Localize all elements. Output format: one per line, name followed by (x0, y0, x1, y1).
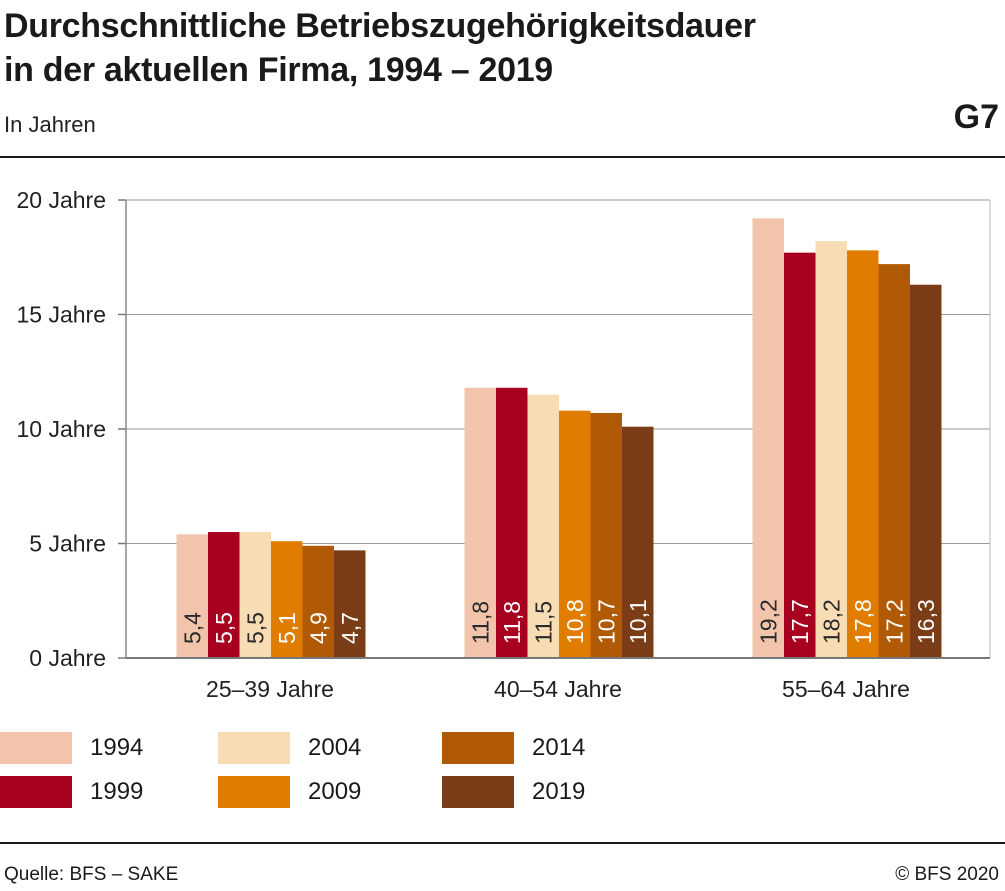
data-label-2019-cat-0: 4,7 (337, 612, 363, 644)
data-label-2009-cat-2: 17,8 (850, 599, 876, 644)
x-category-label-2: 55–64 Jahre (782, 676, 910, 702)
data-label-2014-cat-1: 10,7 (593, 599, 619, 644)
bar-1999-cat-1 (496, 387, 528, 658)
data-label-2004-cat-1: 11,5 (530, 601, 556, 644)
y-tick-label-1: 5 Jahre (29, 531, 106, 557)
bar-chart: 0 Jahre 5 Jahre 10 Jahre 15 Jahre 20 Jahre 5,… (16, 187, 991, 702)
y-tick-label-2: 10 Jahre (16, 416, 106, 442)
legend: 1994 1999 2004 2009 2014 2019 (0, 730, 1005, 810)
data-label-2004-cat-0: 5,5 (242, 612, 268, 644)
chart-title-line-2: in der aktuellen Firma, 1994 – 2019 (4, 51, 553, 89)
bar-2009-cat-1 (559, 410, 591, 658)
y-tick-label-4: 20 Jahre (16, 187, 106, 213)
chart-code: G7 (953, 98, 999, 136)
x-category-label-1: 40–54 Jahre (494, 676, 622, 702)
bar-2004-cat-2 (815, 241, 847, 658)
x-category-label-0: 25–39 Jahre (206, 676, 334, 702)
legend-swatch-2019 (442, 776, 514, 808)
bar-2004-cat-1 (527, 394, 559, 658)
data-label-2019-cat-1: 10,1 (625, 599, 651, 644)
bar-1994-cat-1 (464, 387, 496, 658)
bar-2004-cat-0 (239, 532, 271, 658)
bar-2014-cat-2 (878, 264, 910, 658)
legend-swatch-1994 (0, 732, 72, 764)
data-label-1999-cat-1: 11,8 (499, 601, 525, 644)
data-label-2014-cat-0: 4,9 (305, 612, 331, 644)
bar-2019-cat-2 (910, 284, 942, 658)
bar-1999-cat-0 (208, 532, 240, 658)
legend-label-2014: 2014 (532, 734, 586, 761)
legend-swatch-2004 (218, 732, 290, 764)
legend-swatch-2014 (442, 732, 514, 764)
bar-1994-cat-0 (176, 534, 208, 658)
data-label-1994-cat-1: 11,8 (467, 601, 493, 644)
legend-label-1994: 1994 (90, 734, 144, 761)
data-label-1999-cat-2: 17,7 (787, 599, 813, 644)
data-label-2014-cat-2: 17,2 (881, 599, 907, 644)
y-tick-label-0: 0 Jahre (29, 645, 106, 671)
legend-label-1999: 1999 (90, 778, 144, 805)
data-label-1999-cat-0: 5,5 (211, 612, 237, 644)
source-note: Quelle: BFS – SAKE (4, 864, 179, 885)
data-label-2019-cat-2: 16,3 (913, 599, 939, 644)
legend-label-2004: 2004 (308, 734, 362, 761)
legend-swatch-1999 (0, 776, 72, 808)
copyright-note: © BFS 2020 (895, 864, 999, 885)
data-label-2009-cat-1: 10,8 (562, 599, 588, 644)
data-label-2009-cat-0: 5,1 (274, 612, 300, 644)
bar-2019-cat-0 (334, 550, 366, 658)
legend-swatch-2009 (218, 776, 290, 808)
bar-1994-cat-2 (752, 218, 784, 658)
data-label-2004-cat-2: 18,2 (818, 599, 844, 644)
header-divider (0, 156, 1005, 158)
chart-title-line-1: Durchschnittliche Betriebszugehörigkeits… (4, 7, 756, 45)
chart-title: Durchschnittliche Betriebszugehörigkeits… (4, 4, 904, 92)
legend-label-2019: 2019 (532, 778, 586, 805)
legend-label-2009: 2009 (308, 778, 362, 805)
data-label-1994-cat-2: 19,2 (755, 599, 781, 644)
footer-divider (0, 842, 1005, 844)
chart-subtitle: In Jahren (4, 112, 96, 137)
bar-2014-cat-0 (302, 545, 334, 658)
bar-2014-cat-1 (590, 412, 622, 658)
bar-2009-cat-0 (271, 541, 303, 658)
bar-2019-cat-1 (622, 426, 654, 658)
y-tick-label-3: 15 Jahre (16, 302, 106, 328)
bar-1999-cat-2 (784, 252, 816, 659)
bar-2009-cat-2 (847, 250, 879, 658)
data-label-1994-cat-0: 5,4 (179, 612, 205, 644)
